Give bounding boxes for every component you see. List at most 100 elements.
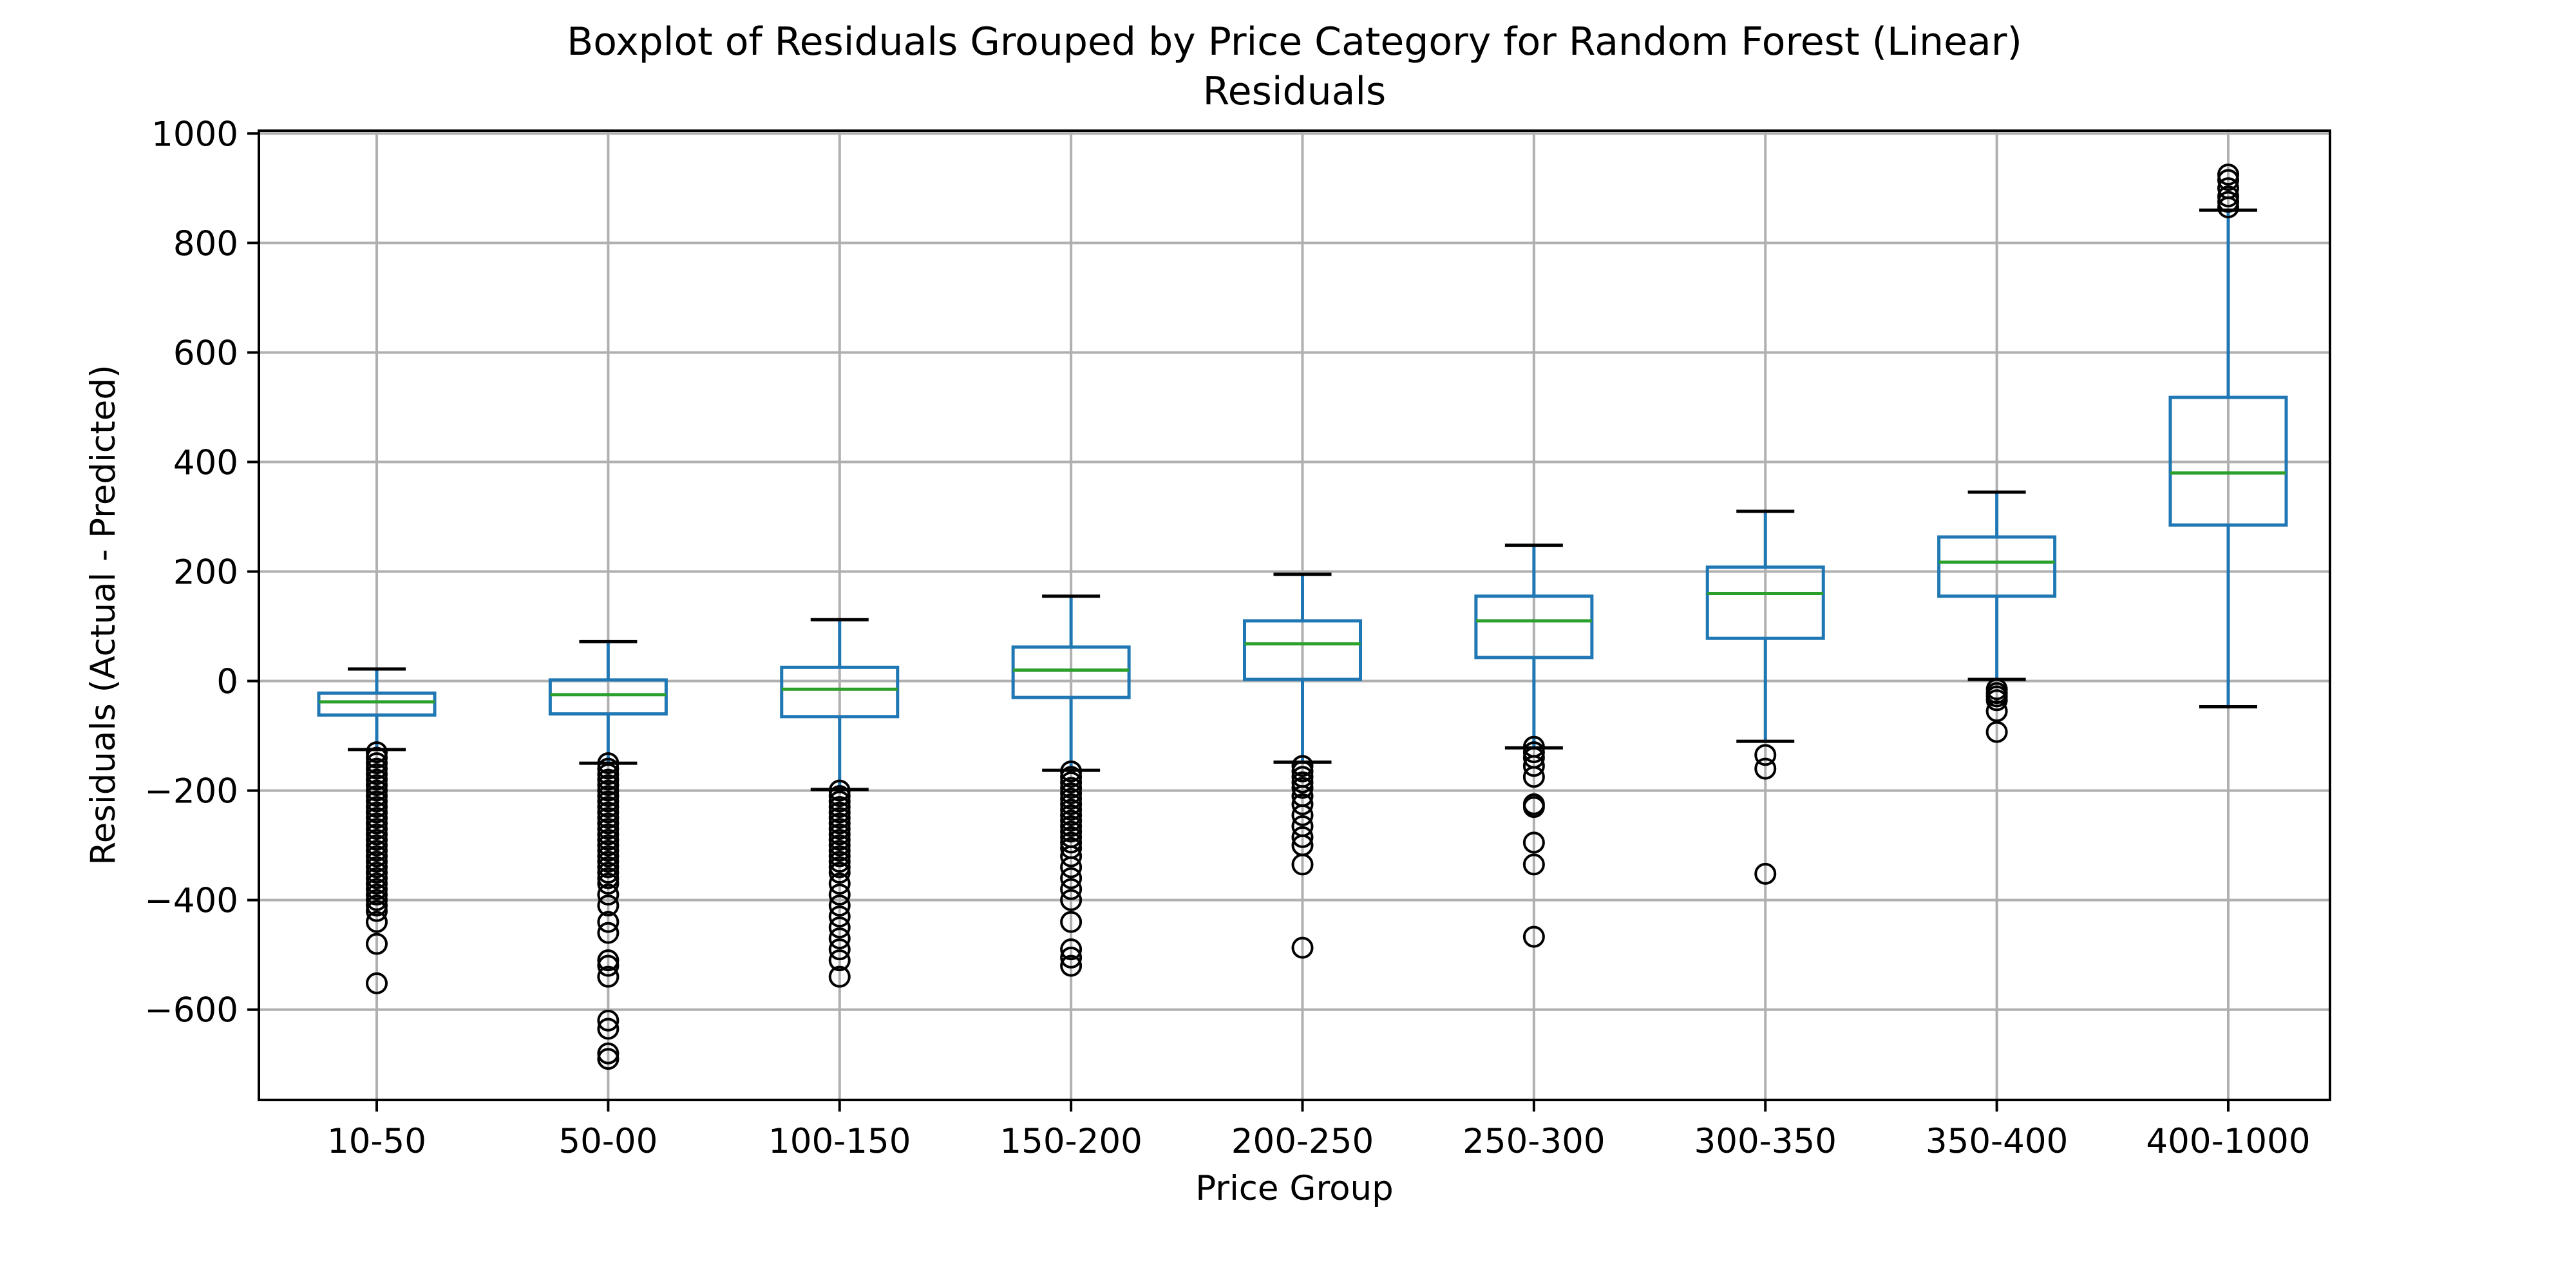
iqr-box	[780, 665, 900, 719]
outlier-point	[366, 823, 388, 846]
outlier-point	[828, 895, 851, 917]
outlier-point	[1060, 878, 1083, 900]
outlier-point	[366, 763, 388, 786]
outlier-point	[366, 878, 388, 900]
outlier-point	[1060, 793, 1083, 815]
outlier-point	[597, 862, 620, 884]
outlier-point	[828, 818, 851, 840]
outlier-point	[366, 834, 388, 857]
outlier-point	[597, 840, 620, 862]
x-tick-label: 250-300	[1463, 1122, 1605, 1161]
outlier-point	[597, 790, 620, 813]
box-50-00	[548, 639, 668, 765]
iqr-box	[317, 691, 437, 717]
outlier-point	[366, 884, 388, 906]
outlier-point	[828, 905, 851, 928]
outlier-point	[828, 790, 851, 813]
outlier-point	[597, 954, 620, 977]
outlier-point	[828, 801, 851, 824]
outlier-point	[597, 895, 620, 917]
outlier-point	[366, 746, 388, 769]
outlier-point	[366, 862, 388, 884]
plot-frame	[258, 129, 2331, 1101]
outlier-point	[1060, 782, 1083, 804]
outlier-point	[828, 845, 851, 867]
outlier-point	[597, 873, 620, 895]
outlier-point	[366, 933, 388, 955]
outlier-point	[828, 916, 851, 939]
outlier-point	[366, 889, 388, 911]
outlier-point	[1060, 788, 1083, 810]
outlier-point	[366, 895, 388, 917]
outlier-point	[1985, 721, 2008, 743]
outlier-point	[366, 779, 388, 802]
outlier-point	[366, 790, 388, 813]
iqr-box	[1937, 535, 2057, 598]
x-tick-label: 200-250	[1231, 1122, 1374, 1161]
x-tick-label: 10-50	[327, 1122, 426, 1161]
outlier-point	[597, 845, 620, 867]
outlier-point	[597, 1042, 620, 1065]
outlier-point	[1060, 867, 1083, 889]
outlier-point	[1291, 853, 1314, 876]
outlier-point	[828, 927, 851, 950]
outlier-point	[1060, 831, 1083, 854]
outlier-point	[597, 856, 620, 878]
outlier-point	[1522, 741, 1545, 764]
outlier-point	[1291, 826, 1314, 848]
outlier-point	[1291, 771, 1314, 793]
outlier-point	[1060, 856, 1083, 878]
outlier-point	[1060, 810, 1083, 832]
outlier-point	[1060, 799, 1083, 821]
iqr-box	[2168, 395, 2288, 527]
outlier-point	[1060, 911, 1083, 933]
outlier-point	[828, 834, 851, 857]
outlier-point	[828, 873, 851, 895]
outlier-point	[366, 972, 388, 994]
outlier-point	[828, 840, 851, 862]
outlier-point	[366, 752, 388, 775]
outlier-point	[1060, 889, 1083, 911]
outlier-point	[366, 829, 388, 851]
outlier-point	[366, 856, 388, 878]
x-tick-label: 350-400	[1926, 1122, 2068, 1161]
box-300-350	[1705, 509, 1825, 743]
outlier-point	[1060, 954, 1083, 977]
outlier-point	[366, 741, 388, 764]
outlier-point	[366, 867, 388, 889]
outlier-point	[1291, 760, 1314, 782]
outlier-point	[828, 823, 851, 846]
outlier-point	[828, 949, 851, 972]
outlier-point	[597, 1018, 620, 1040]
outlier-point	[1522, 831, 1545, 854]
x-tick-label: 400-1000	[2146, 1122, 2310, 1161]
y-axis-label: Residuals (Actual - Predicted)	[84, 365, 123, 865]
iqr-box	[1011, 645, 1131, 699]
outlier-point	[1522, 766, 1545, 788]
outlier-point	[366, 818, 388, 840]
outlier-point	[597, 763, 620, 786]
y-tick-label: 0	[216, 663, 238, 702]
outlier-point	[1291, 793, 1314, 815]
outlier-point	[1291, 804, 1314, 826]
outlier-point	[597, 851, 620, 873]
outlier-point	[597, 829, 620, 851]
outlier-point	[1060, 760, 1083, 782]
box-series	[317, 208, 2288, 791]
outlier-point	[366, 785, 388, 808]
outlier-point	[2217, 164, 2239, 186]
outlier-point	[366, 774, 388, 797]
outlier-point	[597, 807, 620, 829]
y-tick-label: −200	[144, 772, 238, 811]
outlier-point	[597, 911, 620, 933]
outlier-point	[828, 965, 851, 988]
outlier-points	[366, 164, 2239, 1070]
outlier-point	[1291, 936, 1314, 959]
box-150-200	[1011, 594, 1131, 772]
outlier-point	[1060, 845, 1083, 867]
outlier-point	[597, 922, 620, 944]
outlier-point	[1754, 862, 1777, 885]
outlier-point	[597, 949, 620, 972]
box-400-1000	[2168, 208, 2288, 708]
